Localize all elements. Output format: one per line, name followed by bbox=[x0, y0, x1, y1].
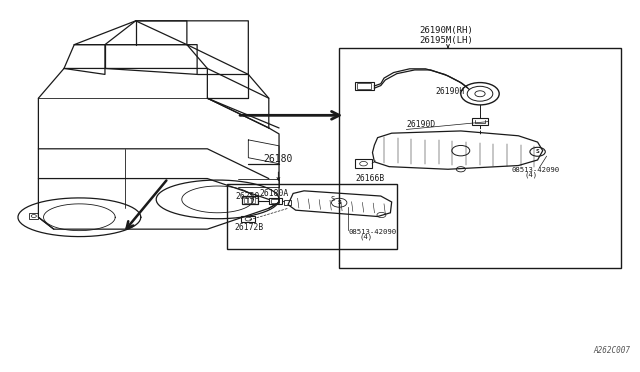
Bar bbox=[244, 197, 247, 203]
Text: 26190D: 26190D bbox=[406, 121, 436, 129]
Text: 26250: 26250 bbox=[236, 192, 260, 201]
Text: (4): (4) bbox=[525, 172, 538, 178]
Text: 26172B: 26172B bbox=[234, 223, 264, 232]
Bar bbox=[472, 118, 488, 125]
Text: A262C007: A262C007 bbox=[593, 346, 630, 355]
Text: 26195M(LH): 26195M(LH) bbox=[419, 36, 473, 45]
Text: S: S bbox=[337, 200, 341, 205]
Text: S: S bbox=[536, 149, 540, 154]
Text: 08513-42090: 08513-42090 bbox=[512, 167, 560, 173]
Text: 26190M(RH): 26190M(RH) bbox=[419, 26, 473, 35]
Text: (4): (4) bbox=[360, 234, 373, 240]
Bar bbox=[29, 213, 38, 219]
Bar bbox=[241, 216, 255, 222]
Text: S: S bbox=[331, 196, 335, 202]
Text: 26180: 26180 bbox=[264, 154, 293, 164]
Bar bbox=[271, 199, 279, 203]
Bar bbox=[252, 197, 255, 203]
Text: 08513-42090: 08513-42090 bbox=[349, 229, 397, 235]
Bar bbox=[227, 184, 397, 249]
Text: 26180A: 26180A bbox=[259, 189, 289, 198]
Bar bbox=[357, 83, 371, 89]
Bar bbox=[248, 197, 251, 203]
Bar bbox=[355, 159, 372, 168]
Bar bbox=[355, 82, 374, 90]
Text: 26166B: 26166B bbox=[355, 174, 385, 183]
Bar bbox=[242, 196, 258, 204]
Bar bbox=[284, 200, 291, 205]
Bar bbox=[269, 198, 282, 204]
Bar bbox=[339, 48, 621, 268]
Text: 26190H: 26190H bbox=[435, 87, 465, 96]
